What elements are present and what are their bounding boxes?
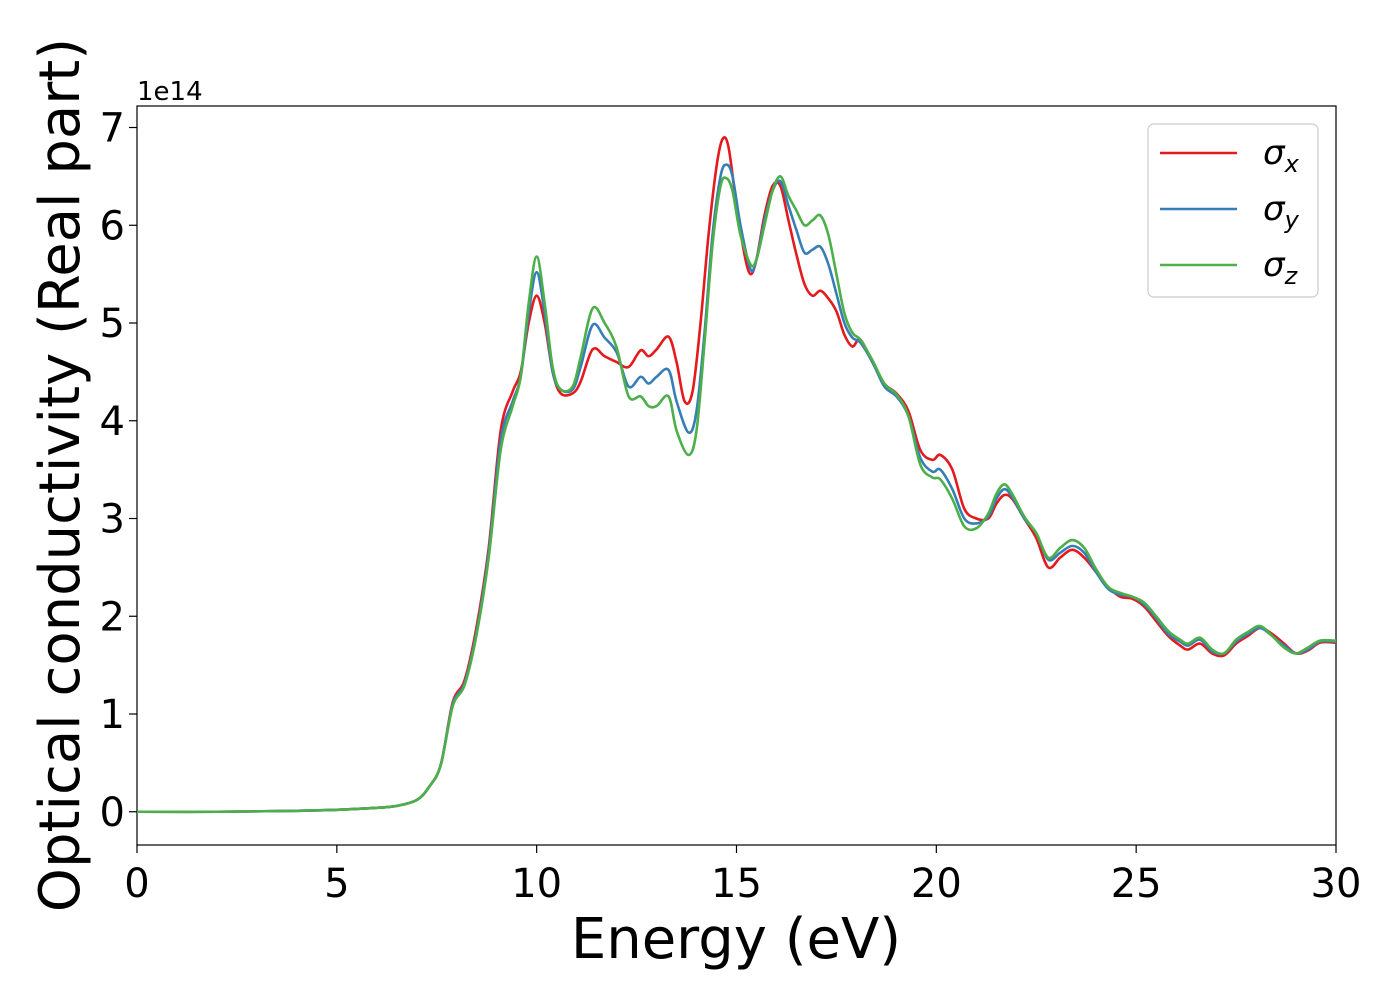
legend-frame bbox=[1147, 123, 1319, 298]
legend-label-y: σy bbox=[1263, 189, 1300, 234]
x-tick-label: 0 bbox=[124, 861, 149, 907]
y-tick-label: 1 bbox=[100, 692, 125, 738]
y-tick-label: 6 bbox=[100, 203, 125, 249]
y-axis-title: Optical conductivity (Real part) bbox=[28, 38, 93, 912]
series-line-z bbox=[136, 175, 1337, 814]
series-layer bbox=[136, 136, 1337, 814]
y-tick-label: 0 bbox=[100, 790, 125, 836]
plot-frame bbox=[136, 105, 1337, 846]
x-axis-title: Energy (eV) bbox=[571, 907, 901, 972]
x-tick-label: 15 bbox=[711, 861, 762, 907]
y-tick-label: 2 bbox=[100, 594, 125, 640]
y-axis: 0 1 2 3 4 5 6 7 bbox=[100, 106, 137, 836]
legend-label-x: σx bbox=[1263, 133, 1300, 178]
y-tick-label: 7 bbox=[100, 106, 125, 152]
x-tick-label: 10 bbox=[511, 861, 562, 907]
y-tick-label: 4 bbox=[100, 399, 125, 445]
y-offset-label: 1e14 bbox=[137, 77, 203, 107]
x-tick-label: 20 bbox=[911, 861, 962, 907]
legend: σx σy σz bbox=[1147, 123, 1319, 298]
x-tick-label: 25 bbox=[1111, 861, 1162, 907]
plot-area bbox=[136, 105, 1337, 846]
x-tick-label: 5 bbox=[324, 861, 349, 907]
y-tick-label: 5 bbox=[100, 301, 125, 347]
y-tick-label: 3 bbox=[100, 497, 125, 543]
legend-label-z: σz bbox=[1263, 245, 1299, 290]
x-tick-label: 30 bbox=[1311, 861, 1362, 907]
x-axis: 0 5 10 15 20 25 30 bbox=[124, 845, 1361, 907]
